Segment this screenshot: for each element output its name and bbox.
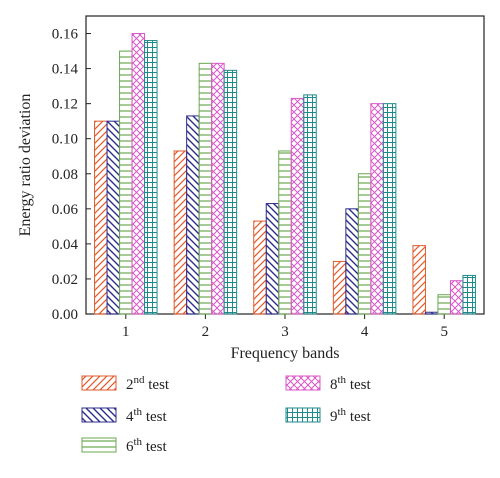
legend-label: 8th test bbox=[330, 374, 371, 393]
legend-swatch bbox=[285, 407, 321, 423]
bar bbox=[345, 208, 359, 315]
bar bbox=[332, 260, 347, 315]
y-tick-label: 0.00 bbox=[52, 307, 78, 323]
bar bbox=[144, 40, 158, 315]
bar bbox=[265, 203, 280, 315]
legend-swatch bbox=[81, 407, 117, 423]
bar bbox=[186, 115, 200, 315]
x-tick-label: 3 bbox=[281, 324, 289, 340]
bar bbox=[370, 103, 384, 315]
bar bbox=[119, 50, 133, 315]
bar bbox=[424, 311, 439, 315]
x-axis-title: Frequency bands bbox=[231, 345, 340, 362]
x-tick-label: 2 bbox=[202, 324, 210, 340]
bar bbox=[290, 97, 305, 315]
bar bbox=[462, 274, 476, 315]
y-tick-label: 0.02 bbox=[52, 272, 78, 288]
bar bbox=[131, 33, 146, 315]
x-tick-label: 1 bbox=[122, 324, 130, 340]
bar bbox=[198, 62, 213, 315]
bar bbox=[357, 173, 372, 315]
bars bbox=[94, 33, 476, 315]
legend-swatch bbox=[285, 375, 321, 391]
y-axis-title: Energy ratio deviation bbox=[17, 94, 34, 237]
bar bbox=[223, 69, 238, 315]
y-tick-label: 0.04 bbox=[52, 237, 79, 253]
bar bbox=[449, 280, 464, 315]
legend-item: 2nd test bbox=[81, 374, 170, 393]
bar bbox=[211, 62, 225, 315]
y-tick-label: 0.06 bbox=[52, 202, 79, 218]
y-tick-label: 0.08 bbox=[52, 167, 78, 183]
legend-label: 2nd test bbox=[126, 374, 170, 393]
legend-label: 9th test bbox=[330, 406, 371, 425]
y-tick-label: 0.16 bbox=[52, 27, 79, 43]
bar bbox=[437, 294, 451, 315]
y-tick-label: 0.12 bbox=[52, 97, 78, 113]
x-tick-label: 4 bbox=[361, 324, 369, 340]
bar bbox=[106, 120, 121, 315]
legend-item: 4th test bbox=[81, 406, 167, 425]
y-tick-label: 0.14 bbox=[52, 62, 79, 78]
legend-item: 6th test bbox=[81, 436, 167, 455]
legend-label: 6th test bbox=[126, 436, 167, 455]
legend-swatch bbox=[81, 375, 117, 391]
bar bbox=[412, 245, 426, 315]
bar bbox=[253, 220, 267, 315]
legend-item: 8th test bbox=[285, 374, 371, 393]
bar bbox=[278, 150, 292, 315]
bar bbox=[303, 94, 317, 315]
bar bbox=[173, 150, 188, 315]
legend-item: 9th test bbox=[285, 406, 371, 425]
legend-swatch bbox=[81, 437, 117, 453]
bar bbox=[382, 103, 397, 315]
y-tick-label: 0.10 bbox=[52, 132, 78, 148]
axes: 0.00 0.02 0.04 0.06 0.08 0.10 0.12 0.14 0.16 1 2 3 4… bbox=[52, 15, 485, 340]
legend-label: 4th test bbox=[126, 406, 167, 425]
x-tick-label: 5 bbox=[440, 324, 448, 340]
legend: 2nd test 4th test 6th test 8th test 9th test bbox=[81, 374, 371, 455]
bar bbox=[94, 120, 108, 315]
